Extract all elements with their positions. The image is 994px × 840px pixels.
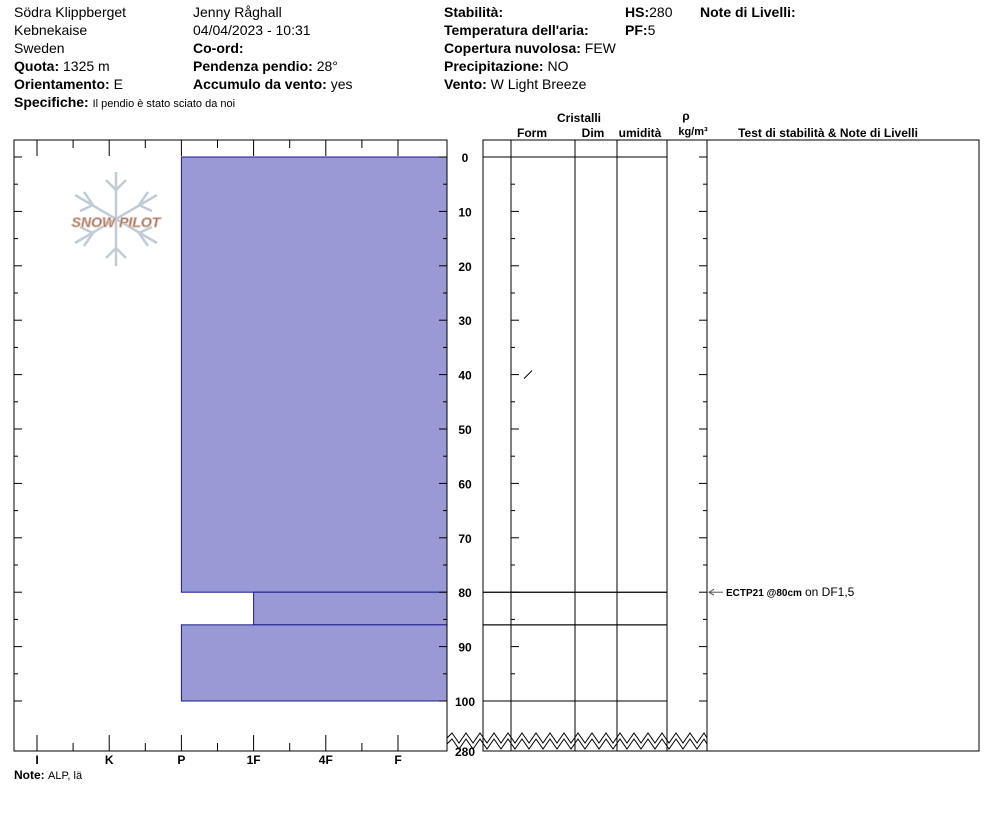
- label: HS:: [625, 4, 649, 20]
- location: Södra Klippberget: [14, 4, 126, 20]
- value: 5: [648, 22, 656, 38]
- layer: [180, 624, 448, 702]
- layer: [253, 591, 448, 626]
- value: yes: [331, 76, 353, 92]
- hardness-tick-label: I: [35, 753, 38, 767]
- depth-bottom-label: 280: [455, 745, 475, 759]
- axis-break: [446, 732, 708, 744]
- value: 28°: [317, 58, 338, 74]
- air-temp: Temperatura dell'aria:: [444, 22, 589, 38]
- wind-loading: Accumulo da vento: yes: [193, 76, 352, 92]
- depth-tick-label: 10: [458, 205, 472, 219]
- precip: Precipitazione: NO: [444, 58, 569, 74]
- observer: Jenny Råghall: [193, 4, 282, 20]
- value: Il pendio è stato sciato da noi: [93, 98, 235, 110]
- depth-tick-label: 40: [458, 369, 472, 383]
- value: E: [114, 76, 123, 92]
- depth-tick-label: 70: [458, 532, 472, 546]
- value: NO: [547, 58, 568, 74]
- label: Note:: [14, 768, 45, 782]
- depth-tick-label: 60: [458, 477, 472, 491]
- test-arrowhead: [708, 588, 715, 596]
- column-lines: [510, 140, 708, 751]
- value: 1325 m: [63, 58, 110, 74]
- hardness-tick-label: F: [394, 753, 401, 767]
- area: Kebnekaise: [14, 22, 87, 38]
- label: Orientamento:: [14, 76, 110, 92]
- layer-notes: Note di Livelli:: [700, 4, 796, 20]
- table-frame: [482, 139, 980, 752]
- specifics: Specifiche: Il pendio è stato sciato da …: [14, 94, 235, 110]
- coord: Co-ord:: [193, 40, 244, 56]
- logo-text: SNOW PILOT: [72, 214, 162, 230]
- stability: Stabilità:: [444, 4, 503, 20]
- test-note: on DF1,5: [805, 585, 855, 599]
- hardness-tick-label: K: [105, 753, 114, 767]
- hardness-tick-label: P: [177, 753, 185, 767]
- hardness-frame: [13, 139, 448, 752]
- layer: [180, 156, 448, 593]
- depth-tick-label: 30: [458, 314, 472, 328]
- value: FEW: [585, 40, 617, 56]
- grain-form: [523, 370, 533, 379]
- wind: Vento: W Light Breeze: [444, 76, 587, 92]
- depth-tick-label: 0: [462, 151, 469, 165]
- test-code: ECTP21 @80cm: [726, 588, 802, 599]
- label: Specifiche:: [14, 94, 89, 110]
- depth-tick-label: 50: [458, 423, 472, 437]
- test-text: ECTP21 @80cm on DF1,5: [726, 585, 855, 599]
- depth-tick-label: 20: [458, 260, 472, 274]
- label: Pendenza pendio:: [193, 58, 313, 74]
- snowflake: [74, 172, 158, 266]
- elevation: Quota: 1325 m: [14, 58, 110, 74]
- col-header: Dim: [582, 126, 605, 140]
- value: W Light Breeze: [491, 76, 587, 92]
- hardness-tick-label: 1F: [247, 753, 261, 767]
- slope: Pendenza pendio: 28°: [193, 58, 338, 74]
- col-header: umidità: [619, 126, 662, 140]
- aspect: Orientamento: E: [14, 76, 123, 92]
- label: Quota:: [14, 58, 59, 74]
- col-header: Cristalli: [557, 111, 601, 125]
- col-header: kg/m³: [678, 126, 708, 138]
- label: Copertura nuvolosa:: [444, 40, 581, 56]
- depth-tick-label: 100: [455, 695, 475, 709]
- depth-tick-label: 80: [458, 586, 472, 600]
- hs: HS:280: [625, 4, 673, 20]
- sky: Copertura nuvolosa: FEW: [444, 40, 617, 56]
- label: Precipitazione:: [444, 58, 544, 74]
- datetime: 04/04/2023 - 10:31: [193, 22, 311, 38]
- layers: [180, 156, 448, 702]
- axis-break: [446, 738, 708, 750]
- pf: PF:5: [625, 22, 656, 38]
- country: Sweden: [14, 40, 65, 56]
- value: ALP, lä: [48, 770, 83, 782]
- col-header: Test di stabilità & Note di Livelli: [738, 126, 918, 140]
- label: Vento:: [444, 76, 487, 92]
- value: 280: [649, 4, 673, 20]
- note: Note: ALP, lä: [14, 768, 83, 782]
- hardness-tick-label: 4F: [319, 753, 333, 767]
- depth-tick-label: 90: [458, 641, 472, 655]
- col-header: Form: [517, 126, 547, 140]
- label: PF:: [625, 22, 648, 38]
- logo: SNOW PILOT: [71, 172, 162, 266]
- col-header: ρ: [682, 109, 689, 123]
- label: Accumulo da vento:: [193, 76, 327, 92]
